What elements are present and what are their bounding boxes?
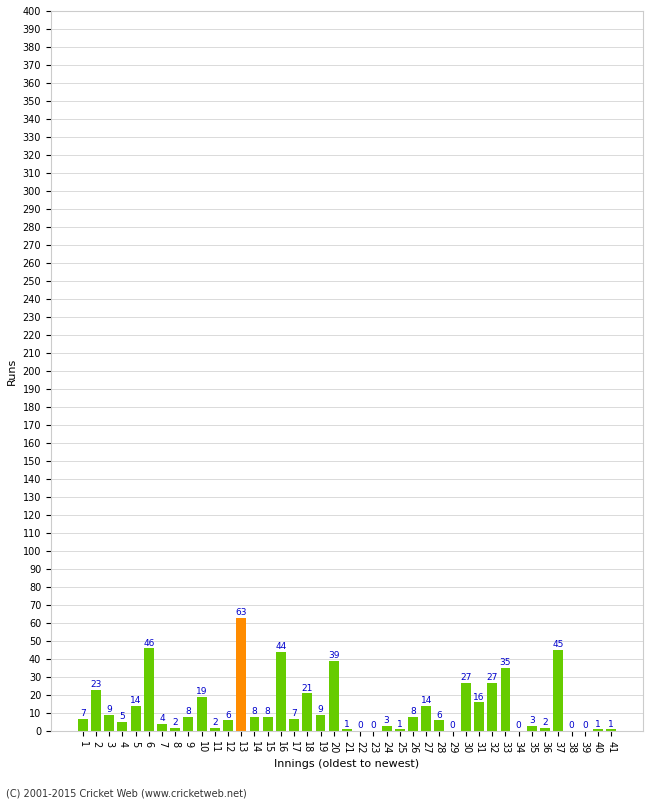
Text: 5: 5 bbox=[120, 712, 125, 722]
Text: 14: 14 bbox=[421, 696, 432, 705]
Bar bbox=[593, 730, 603, 731]
Text: 8: 8 bbox=[252, 707, 257, 716]
Text: 6: 6 bbox=[225, 710, 231, 719]
Text: 6: 6 bbox=[437, 710, 442, 719]
Bar bbox=[78, 718, 88, 731]
Text: 39: 39 bbox=[328, 651, 339, 660]
Text: 8: 8 bbox=[410, 707, 416, 716]
Text: 0: 0 bbox=[569, 722, 575, 730]
Y-axis label: Runs: Runs bbox=[7, 358, 17, 385]
Bar bbox=[157, 724, 167, 731]
Text: 3: 3 bbox=[529, 716, 535, 725]
Text: 0: 0 bbox=[358, 722, 363, 730]
Bar bbox=[395, 730, 405, 731]
Text: 27: 27 bbox=[487, 673, 498, 682]
Bar bbox=[250, 717, 259, 731]
Text: 19: 19 bbox=[196, 687, 207, 696]
Bar bbox=[289, 718, 299, 731]
Bar bbox=[488, 682, 497, 731]
Text: 63: 63 bbox=[235, 608, 247, 617]
Bar bbox=[302, 694, 312, 731]
Text: 8: 8 bbox=[185, 707, 191, 716]
Bar bbox=[104, 715, 114, 731]
Text: 4: 4 bbox=[159, 714, 165, 723]
Bar bbox=[223, 721, 233, 731]
Text: 1: 1 bbox=[344, 719, 350, 729]
Bar bbox=[210, 728, 220, 731]
Bar bbox=[144, 649, 154, 731]
Bar bbox=[553, 650, 564, 731]
Bar bbox=[329, 661, 339, 731]
Text: 35: 35 bbox=[500, 658, 512, 667]
Bar bbox=[183, 717, 193, 731]
Text: 0: 0 bbox=[370, 722, 376, 730]
Text: 46: 46 bbox=[143, 638, 155, 647]
Text: 45: 45 bbox=[552, 640, 564, 650]
Bar bbox=[382, 726, 391, 731]
Text: 7: 7 bbox=[291, 709, 297, 718]
Text: 1: 1 bbox=[595, 719, 601, 729]
Text: 9: 9 bbox=[318, 705, 324, 714]
Bar bbox=[131, 706, 140, 731]
Text: 0: 0 bbox=[516, 722, 521, 730]
Bar bbox=[342, 730, 352, 731]
Text: 8: 8 bbox=[265, 707, 270, 716]
Bar bbox=[540, 728, 550, 731]
Text: 2: 2 bbox=[212, 718, 218, 726]
Text: 1: 1 bbox=[608, 719, 614, 729]
Text: 7: 7 bbox=[80, 709, 86, 718]
Bar bbox=[461, 682, 471, 731]
Text: 3: 3 bbox=[384, 716, 389, 725]
Text: 23: 23 bbox=[90, 680, 101, 689]
Text: 1: 1 bbox=[397, 719, 402, 729]
Text: 0: 0 bbox=[582, 722, 588, 730]
Bar bbox=[434, 721, 445, 731]
Bar bbox=[421, 706, 431, 731]
Bar bbox=[118, 722, 127, 731]
Bar bbox=[91, 690, 101, 731]
Bar bbox=[474, 702, 484, 731]
Text: 0: 0 bbox=[450, 722, 456, 730]
Text: 2: 2 bbox=[172, 718, 178, 726]
Text: 44: 44 bbox=[275, 642, 287, 651]
Bar bbox=[408, 717, 418, 731]
Text: 16: 16 bbox=[473, 693, 485, 702]
Bar bbox=[315, 715, 326, 731]
Bar bbox=[500, 668, 510, 731]
Bar bbox=[527, 726, 537, 731]
Bar bbox=[237, 618, 246, 731]
Text: 27: 27 bbox=[460, 673, 471, 682]
Bar bbox=[263, 717, 272, 731]
Text: 9: 9 bbox=[106, 705, 112, 714]
Text: (C) 2001-2015 Cricket Web (www.cricketweb.net): (C) 2001-2015 Cricket Web (www.cricketwe… bbox=[6, 788, 247, 798]
Bar bbox=[606, 730, 616, 731]
Bar bbox=[276, 652, 286, 731]
Text: 2: 2 bbox=[542, 718, 548, 726]
Bar bbox=[170, 728, 180, 731]
Text: 21: 21 bbox=[302, 683, 313, 693]
Text: 14: 14 bbox=[130, 696, 141, 705]
X-axis label: Innings (oldest to newest): Innings (oldest to newest) bbox=[274, 759, 419, 769]
Bar bbox=[197, 697, 207, 731]
